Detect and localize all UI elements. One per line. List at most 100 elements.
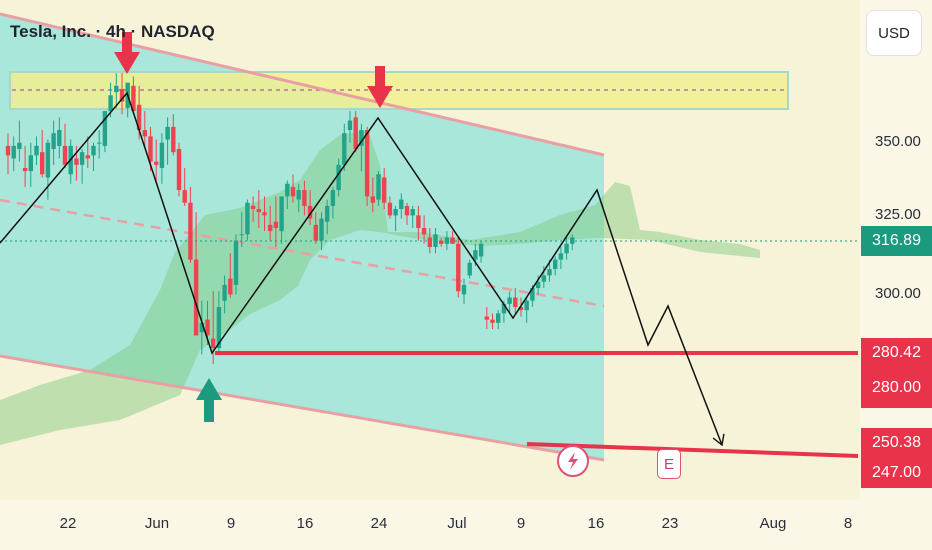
candle xyxy=(393,209,398,216)
x-tick-label: Aug xyxy=(759,515,787,532)
candle xyxy=(256,209,261,213)
candle xyxy=(347,120,353,131)
candle xyxy=(382,177,387,203)
candle xyxy=(387,202,393,216)
candle xyxy=(450,237,455,244)
candle xyxy=(239,234,244,236)
x-tick-label: 22 xyxy=(59,515,77,532)
candle xyxy=(456,243,461,292)
down-arrow-2-icon xyxy=(367,66,393,108)
x-tick-label: 8 xyxy=(843,515,853,532)
candle xyxy=(136,104,142,131)
candle xyxy=(11,145,16,159)
candle xyxy=(473,250,478,260)
dividend-event-icon[interactable] xyxy=(557,445,589,477)
candle xyxy=(416,215,421,229)
down-arrow-1-icon xyxy=(114,32,140,74)
candle xyxy=(404,205,410,216)
candle xyxy=(91,145,96,156)
y-tick-label: 300.00 xyxy=(875,285,921,302)
candle xyxy=(359,130,364,146)
candle xyxy=(421,228,427,235)
candle xyxy=(325,205,330,222)
candle xyxy=(193,259,199,336)
earnings-event-icon[interactable]: E xyxy=(657,449,681,479)
candle xyxy=(444,237,450,244)
candle xyxy=(102,111,108,146)
candle xyxy=(51,133,56,150)
candle xyxy=(336,164,341,191)
candle xyxy=(433,234,438,247)
candle xyxy=(159,142,165,168)
candle xyxy=(558,253,564,260)
candle xyxy=(34,145,39,156)
candle xyxy=(142,130,147,137)
candle xyxy=(182,190,187,203)
x-tick-label: Jun xyxy=(144,515,170,532)
candle xyxy=(268,224,273,232)
candle xyxy=(364,130,370,197)
price-tag: 247.00 xyxy=(861,458,932,488)
candle xyxy=(279,196,284,232)
support-line-250 xyxy=(526,442,859,458)
candle xyxy=(370,196,375,203)
candle xyxy=(427,237,432,247)
x-tick-label: 16 xyxy=(296,515,314,532)
candle xyxy=(478,243,484,257)
candle xyxy=(399,199,404,210)
candle xyxy=(199,322,204,333)
channel-upper-line xyxy=(0,12,605,157)
candle xyxy=(108,95,113,112)
candle xyxy=(461,284,467,295)
candle xyxy=(79,152,85,165)
currency-button[interactable]: USD xyxy=(866,10,922,56)
candle xyxy=(513,297,518,308)
candle xyxy=(330,190,336,206)
candle xyxy=(290,186,296,197)
candle xyxy=(410,209,415,216)
candle xyxy=(467,262,472,276)
candle xyxy=(262,212,267,216)
candle xyxy=(535,281,541,289)
candle xyxy=(302,190,307,206)
candle xyxy=(131,85,136,112)
candle xyxy=(40,152,45,175)
candle xyxy=(28,155,33,172)
candle xyxy=(245,202,250,235)
x-tick-label: 9 xyxy=(226,515,236,532)
candle xyxy=(518,307,524,311)
candle xyxy=(342,133,347,165)
candle xyxy=(530,288,535,301)
chart-title: Tesla, Inc. · 4h · NASDAQ xyxy=(10,22,215,41)
candle xyxy=(553,259,558,270)
x-tick-label: 16 xyxy=(587,515,605,532)
price-tag: 280.42 xyxy=(861,338,932,368)
x-tick-label: 23 xyxy=(661,515,679,532)
y-tick-label: 325.00 xyxy=(875,206,921,223)
candle xyxy=(313,224,318,241)
candle xyxy=(490,319,495,323)
candle xyxy=(273,221,279,229)
candle xyxy=(148,136,153,162)
candle xyxy=(97,142,102,144)
candle xyxy=(114,85,119,93)
candle xyxy=(570,237,575,244)
candle xyxy=(228,278,233,295)
price-tag: 280.00 xyxy=(861,368,932,408)
candle xyxy=(5,145,11,156)
candle xyxy=(216,307,222,349)
candle xyxy=(74,158,79,165)
candle xyxy=(62,145,68,165)
price-tag: 316.89 xyxy=(861,226,932,256)
candle xyxy=(188,202,193,260)
candle xyxy=(222,284,227,301)
candle xyxy=(524,300,529,311)
descending-channel xyxy=(0,14,604,460)
candle xyxy=(85,155,90,159)
candle xyxy=(205,319,210,336)
x-tick-label: 24 xyxy=(370,515,388,532)
candle xyxy=(176,149,182,191)
candle xyxy=(165,126,170,140)
